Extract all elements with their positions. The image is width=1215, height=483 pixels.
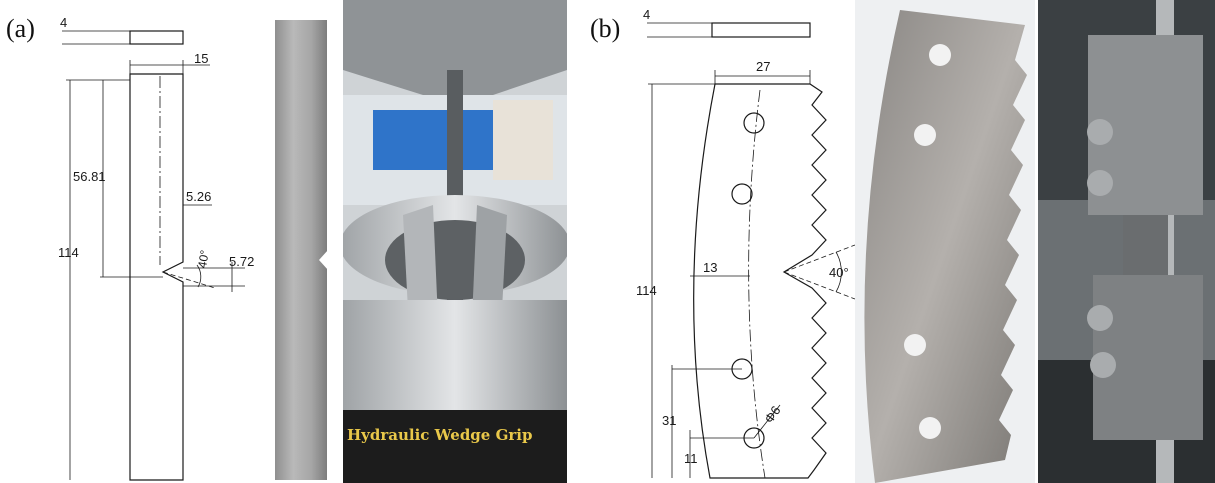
rig-bolt-1: [1087, 119, 1113, 145]
rig-bolt-4: [1090, 352, 1116, 378]
a-thickness-view: [129, 30, 184, 45]
b-dim-hole-offset: 11: [684, 451, 698, 466]
photo-specimen-a-notch: [319, 250, 327, 270]
b-specimen-outline: [693, 83, 827, 479]
panel-label-a: (a): [6, 14, 35, 43]
plate-hole-2: [914, 124, 936, 146]
grip-label-text: Hydraulic Wedge Grip: [347, 426, 533, 444]
b-dim-length: 114: [636, 283, 657, 298]
curved-plate: [864, 10, 1027, 483]
b-dim-notch-angle: 40°: [829, 265, 849, 280]
b-dim-hole-spacing: 31: [662, 413, 677, 428]
drawing-a: [62, 30, 245, 481]
rig-bolt-3: [1087, 305, 1113, 331]
a-dim-notch-depth: 5.72: [229, 254, 255, 269]
b-hole-2: [731, 183, 753, 205]
photo-test-rig: [1038, 0, 1215, 483]
lab-cabinet: [373, 110, 493, 170]
rig-specimen: [1123, 215, 1168, 275]
photo-specimen-a: [275, 20, 327, 480]
b-hole-1: [743, 112, 765, 134]
b-dim-thickness: 4: [643, 7, 651, 22]
a-dim-notch-half-width: 5.26: [186, 189, 212, 204]
plate-hole-1: [929, 44, 951, 66]
a-dim-length: 114: [58, 245, 79, 260]
rig-bolt-2: [1087, 170, 1113, 196]
photo-specimen-b: [855, 0, 1035, 483]
grip-label-band: [343, 410, 567, 483]
a-dim-thickness: 4: [60, 15, 68, 30]
drawing-b: [647, 22, 856, 479]
a-dim-width: 15: [194, 51, 209, 66]
b-dim-neck-width: 13: [703, 260, 718, 275]
panel-label-b: (b): [590, 14, 621, 43]
a-specimen-outline: [129, 73, 184, 481]
plate-hole-4: [919, 417, 941, 439]
photo-hydraulic-grip: Hydraulic Wedge Grip: [343, 0, 567, 483]
plate-hole-3: [904, 334, 926, 356]
a-dim-notch-position: 56.81: [73, 169, 106, 184]
b-dim-width: 27: [756, 59, 771, 74]
b-thickness-view: [711, 22, 811, 38]
